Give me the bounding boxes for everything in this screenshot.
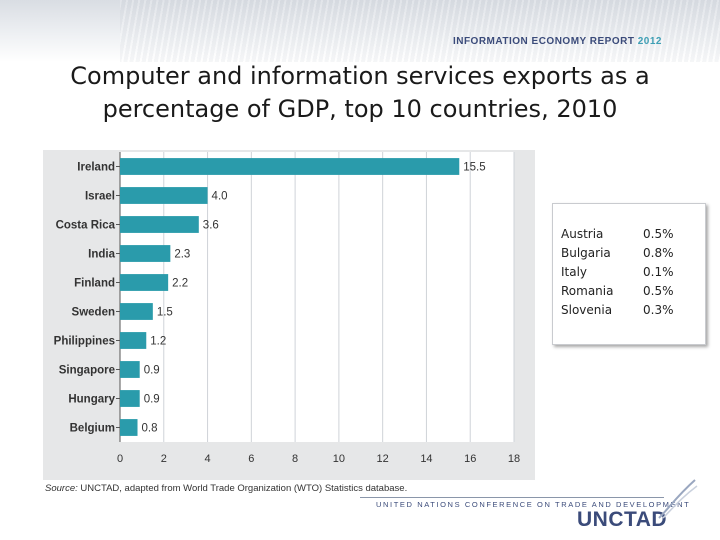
plot-area <box>120 152 514 442</box>
slide-title: Computer and information services export… <box>20 60 700 126</box>
report-name: INFORMATION ECONOMY REPORT <box>452 36 635 47</box>
logo-swoosh-icon <box>658 479 698 519</box>
table-value: 0.8% <box>643 246 674 260</box>
table-row: Bulgaria 0.8% <box>561 246 701 265</box>
report-label: INFORMATION ECONOMY REPORT 2012 <box>453 36 662 47</box>
table-country: Romania <box>561 284 614 298</box>
source-text: UNCTAD, adapted from World Trade Organiz… <box>80 483 408 494</box>
table-country: Italy <box>561 265 588 279</box>
table-value: 0.3% <box>643 303 674 317</box>
table-value: 0.5% <box>643 284 674 298</box>
table-row: Austria 0.5% <box>561 227 701 246</box>
source-label: Source: <box>45 483 78 494</box>
report-year: 2012 <box>637 36 662 47</box>
table-row: Slovenia 0.3% <box>561 303 701 322</box>
header-band: INFORMATION ECONOMY REPORT 2012 <box>0 0 720 62</box>
table-value: 0.5% <box>643 227 674 241</box>
footer-rule <box>360 497 664 498</box>
table-row: Italy 0.1% <box>561 265 701 284</box>
table-country: Bulgaria <box>561 246 611 260</box>
slide-title-line2: percentage of GDP, top 10 countries, 201… <box>102 95 618 123</box>
table-country: Slovenia <box>561 303 613 317</box>
header-decoration <box>120 0 720 62</box>
organization-name: UNITED NATIONS CONFERENCE ON TRADE AND D… <box>376 500 691 509</box>
other-countries-table: Austria 0.5% Bulgaria 0.8% Italy 0.1% Romania 0… <box>552 203 706 345</box>
table-country: Austria <box>561 227 604 241</box>
table-row: Romania 0.5% <box>561 284 701 303</box>
slide-title-line1: Computer and information services export… <box>70 62 650 90</box>
unctad-logo: UNCTAD <box>577 508 668 531</box>
source-note: Source: UNCTAD, adapted from World Trade… <box>45 483 407 494</box>
table-value: 0.1% <box>643 265 674 279</box>
